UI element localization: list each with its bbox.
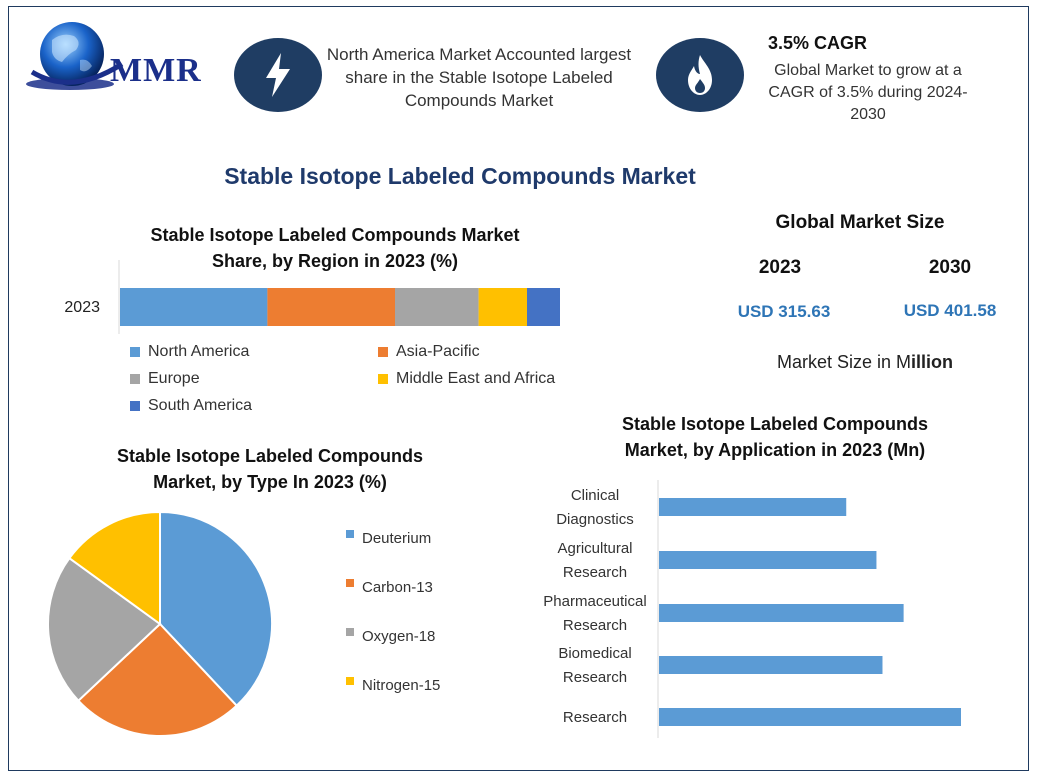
application-bar-chart: Clinical Diagnostics Agricultural Research P… — [543, 480, 961, 738]
application-label-pharmaceutical-research: Pharmaceutical Research — [543, 593, 646, 634]
region-bar-north-america — [120, 288, 268, 326]
legend-item-south-america: South America — [130, 397, 252, 415]
region-category-label: 2023 — [64, 299, 100, 316]
legend-swatch — [130, 347, 140, 357]
region-stacked-bar-chart: 2023 — [64, 260, 560, 334]
legend-swatch — [346, 677, 354, 685]
application-bar-pharmaceutical-research — [659, 604, 904, 622]
region-bar-middle-east-and-africa — [478, 288, 527, 326]
legend-swatch — [346, 530, 354, 538]
flame-icon — [688, 55, 712, 95]
type-legend-item-oxygen-18: Oxygen-18 — [346, 628, 506, 677]
application-label-research: Research — [563, 709, 627, 726]
legend-item-europe: Europe — [130, 370, 200, 388]
application-chart-title: Stable Isotope Labeled Compounds Market,… — [570, 411, 980, 463]
lightning-icon — [266, 53, 290, 97]
flame-badge — [656, 38, 744, 112]
legend-swatch — [346, 628, 354, 636]
legend-swatch — [130, 374, 140, 384]
pie-slice-carbon-13 — [76, 622, 239, 737]
pie-slice-deuterium — [159, 510, 273, 708]
application-bar-clinical-diagnostics — [659, 498, 847, 516]
market-size-heading: Global Market Size — [775, 212, 945, 233]
type-legend-item-nitrogen-15: Nitrogen-15 — [346, 677, 506, 726]
region-bar-asia-pacific — [267, 288, 395, 326]
main-title: Stable Isotope Labeled Compounds Market — [224, 163, 696, 189]
market-year-2023: 2023 — [758, 257, 802, 278]
region-bar-europe — [395, 288, 479, 326]
legend-label: Europe — [148, 370, 200, 387]
application-bar-biomedical-research — [659, 656, 883, 674]
application-chart-title-line1: Stable Isotope Labeled Compounds — [621, 414, 929, 434]
pie-slice-oxygen-18 — [47, 556, 162, 703]
application-bar-agricultural-research — [659, 551, 877, 569]
fact-north-america: North America Market Accounted largest s… — [326, 45, 632, 110]
legend-item-middle-east-and-africa: Middle East and Africa — [378, 370, 555, 388]
market-size-unit-prefix: Market Size in M — [776, 352, 912, 372]
lightning-badge — [234, 38, 322, 112]
legend-swatch — [378, 374, 388, 384]
logo-text: MMR — [110, 52, 202, 89]
legend-swatch — [378, 347, 388, 357]
market-value-2030: USD 401.58 — [903, 301, 997, 320]
mmr-logo: MMR — [22, 16, 212, 96]
legend-swatch — [346, 579, 354, 587]
legend-label: South America — [148, 397, 253, 414]
pie-slice-nitrogen-15 — [67, 510, 161, 626]
application-label-clinical-diagnostics: Clinical Diagnostics — [556, 487, 634, 528]
application-label-agricultural-research: Agricultural Research — [557, 540, 632, 581]
application-label-biomedical-research: Biomedical Research — [558, 645, 631, 686]
cagr-title: 3.5% CAGR — [768, 33, 868, 53]
type-legend-item-carbon-13: Carbon-13 — [346, 579, 506, 628]
market-year-2030: 2030 — [928, 257, 972, 278]
type-chart-title-line1: Stable Isotope Labeled Compounds — [116, 446, 424, 466]
region-legend: North America Asia-Pacific Europe Middle Ea… — [130, 343, 600, 423]
application-chart-title-line2: Market, by Application in 2023 (Mn) — [624, 440, 926, 460]
legend-label: North America — [148, 343, 250, 360]
legend-swatch — [130, 401, 140, 411]
legend-item-north-america: North America — [130, 343, 249, 361]
type-chart-title-line2: Market, by Type In 2023 (%) — [153, 472, 387, 492]
globe-icon — [26, 22, 124, 90]
region-chart-title-line2: Share, by Region in 2023 (%) — [211, 251, 459, 271]
infographic-frame — [8, 6, 1029, 771]
legend-label: Middle East and Africa — [396, 370, 556, 387]
type-chart-title: Stable Isotope Labeled Compounds Market,… — [70, 443, 470, 495]
cagr-text: Global Market to grow at a CAGR of 3.5% … — [768, 62, 968, 123]
legend-label: Asia-Pacific — [396, 343, 480, 360]
legend-label: Oxygen-18 — [362, 628, 436, 645]
type-pie-chart — [47, 510, 273, 737]
region-chart-title-line1: Stable Isotope Labeled Compounds Market — [150, 225, 520, 245]
region-chart-title: Stable Isotope Labeled Compounds Market … — [100, 222, 570, 274]
legend-label: Nitrogen-15 — [362, 677, 441, 694]
market-size-unit: Market Size in Million — [740, 352, 990, 373]
application-bar-research — [659, 708, 961, 726]
legend-label: Carbon-13 — [362, 579, 433, 596]
type-legend-item-deuterium: Deuterium — [346, 530, 506, 579]
region-bar-south-america — [527, 288, 560, 326]
market-value-2023: USD 315.63 — [737, 302, 831, 321]
market-size-unit-suffix: illion — [911, 352, 954, 372]
legend-item-asia-pacific: Asia-Pacific — [378, 343, 480, 361]
type-legend: Deuterium Carbon-13 Oxygen-18 Nitrogen-15 — [346, 530, 506, 726]
legend-label: Deuterium — [362, 530, 432, 547]
